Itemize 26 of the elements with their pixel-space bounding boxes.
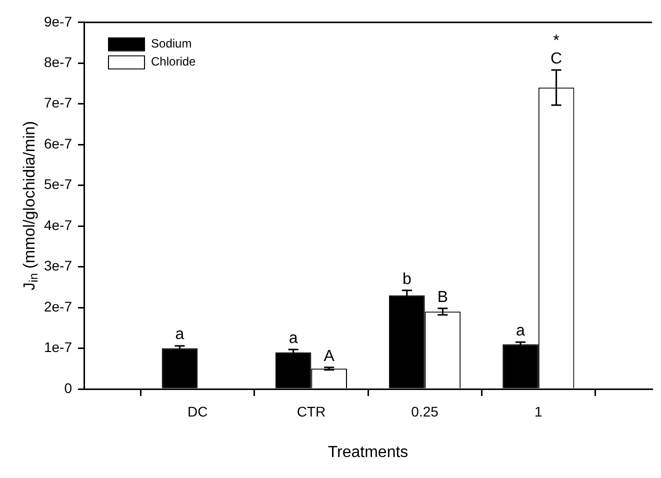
x-axis-title: Treatments [328, 444, 408, 461]
annotation: A [324, 348, 335, 365]
x-tick-label: CTR [296, 403, 326, 420]
y-tick-label: 6e-7 [44, 135, 72, 152]
annotation: * [553, 32, 560, 50]
annotation: a [516, 322, 526, 340]
y-tick-label: 7e-7 [44, 94, 72, 111]
y-axis-title: Jin (mmol/glochidia/min) [21, 121, 40, 290]
y-tick-label: 3e-7 [44, 258, 72, 274]
y-tick-label: 1e-7 [44, 339, 72, 356]
x-tick-label: 1 [534, 403, 543, 420]
y-tick-label: 2e-7 [44, 298, 72, 314]
y-tick-label: 0 [64, 380, 72, 396]
annotation: b [402, 270, 412, 288]
annotation: a [288, 330, 298, 347]
x-tick-label: DC [188, 403, 208, 420]
y-tick-label: 8e-7 [44, 54, 72, 70]
y-tick-label: 5e-7 [44, 176, 72, 192]
legend-label: Chloride [151, 54, 196, 69]
annotation: a [175, 326, 184, 344]
annotation: B [437, 288, 448, 306]
legend-label: Sodium [151, 36, 192, 51]
annotation: C [550, 50, 562, 68]
y-tick-label: 9e-7 [44, 13, 72, 30]
x-tick-label: 0.25 [411, 403, 439, 420]
y-tick-label: 4e-7 [44, 216, 72, 233]
